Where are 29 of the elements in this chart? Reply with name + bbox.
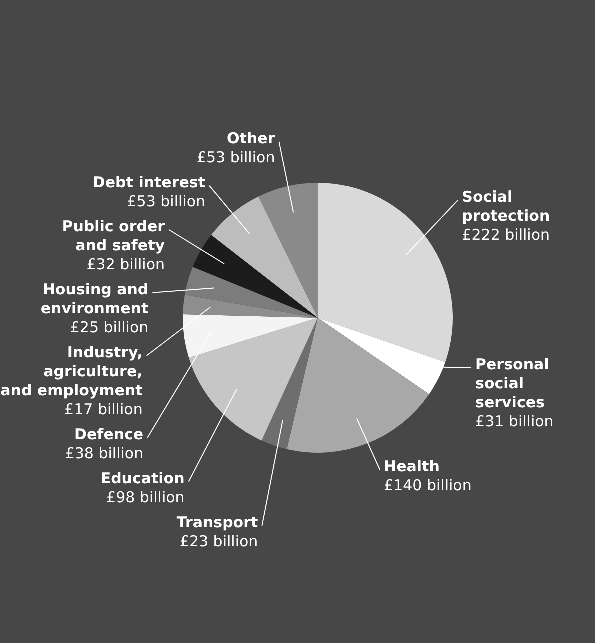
slice-label: Social protection	[462, 188, 550, 225]
data-label: £98 billion	[106, 488, 185, 506]
data-label: £53 billion	[127, 192, 206, 210]
slice-label: Personal social services	[476, 356, 550, 412]
data-label: £25 billion	[70, 318, 149, 336]
data-label: £53 billion	[196, 148, 276, 166]
slice-label: Defence	[74, 425, 144, 444]
pie-slice	[184, 267, 318, 318]
slice-label: Health	[384, 457, 440, 476]
slice-label: Debt interest	[92, 173, 206, 192]
pie-slice	[318, 183, 453, 362]
data-label: £23 billion	[180, 532, 258, 550]
pie-slice	[262, 318, 318, 450]
pie-slice	[192, 235, 318, 318]
slice-label: Transport	[176, 513, 258, 532]
data-label: £140 billion	[384, 476, 472, 494]
data-label: £31 billion	[476, 412, 554, 431]
data-label: £32 billion	[86, 255, 166, 274]
data-label: £38 billion	[65, 444, 144, 462]
data-label: £17 billion	[64, 400, 143, 418]
slice-label: Housing and environment	[40, 280, 149, 318]
slice-label: Public order and safety	[62, 217, 166, 254]
slice-label: Education	[100, 469, 185, 488]
data-label: £222 billion	[462, 226, 550, 244]
slice-label: Industry, agriculture, and employment	[0, 343, 143, 400]
pie-slice	[258, 183, 318, 318]
pie-slice	[286, 318, 430, 453]
pie-slice	[183, 294, 318, 318]
slice-label: Other	[227, 129, 276, 148]
